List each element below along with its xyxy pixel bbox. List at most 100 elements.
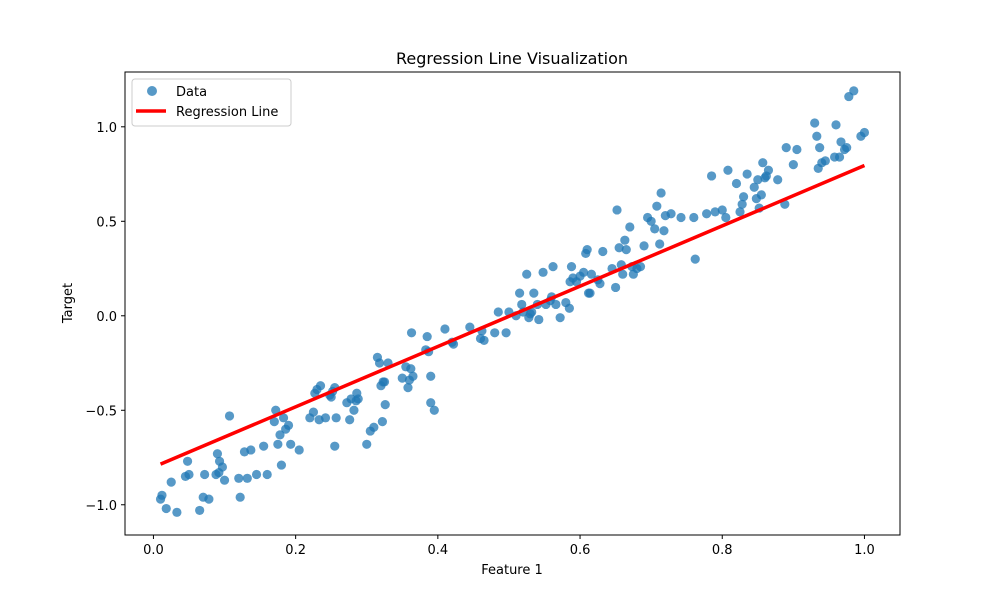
data-point (749, 182, 759, 192)
data-point (406, 364, 416, 374)
y-tick-label: 0.0 (96, 310, 117, 325)
data-point (286, 439, 296, 449)
x-axis-label: Feature 1 (481, 563, 543, 578)
data-point (362, 439, 372, 449)
data-point (666, 209, 676, 219)
data-point (763, 165, 774, 175)
data-point (534, 314, 544, 325)
data-point (538, 267, 548, 277)
data-point (721, 212, 731, 223)
data-point (320, 413, 331, 423)
data-point (735, 207, 745, 217)
data-point (738, 192, 749, 202)
data-point (246, 445, 256, 455)
data-point (345, 415, 355, 425)
chart-title: Regression Line Visualization (396, 49, 628, 68)
data-point (353, 394, 363, 404)
data-point (262, 469, 272, 480)
x-tick-label: 0.2 (285, 543, 306, 558)
data-point (219, 475, 230, 485)
data-point (204, 494, 214, 504)
data-point (234, 473, 244, 483)
data-point (598, 246, 608, 257)
data-point (369, 422, 379, 432)
data-point (426, 371, 436, 381)
data-point (501, 328, 511, 338)
data-point (564, 303, 574, 313)
data-point (406, 328, 417, 338)
data-point (242, 473, 252, 483)
data-point (773, 175, 783, 185)
data-point (515, 288, 525, 298)
axes-frame (124, 71, 901, 536)
data-point (792, 144, 802, 155)
data-point (529, 288, 539, 298)
data-point (618, 269, 628, 279)
data-point (490, 328, 500, 338)
data-point (812, 131, 822, 141)
data-point (702, 209, 712, 219)
data-point (212, 449, 223, 459)
y-tick-label: 1.0 (96, 121, 117, 136)
data-point (659, 226, 669, 236)
data-point (331, 413, 341, 423)
data-point (308, 407, 319, 417)
data-point (612, 205, 622, 215)
data-point (831, 120, 841, 130)
data-point (815, 142, 825, 153)
data-point (349, 405, 359, 415)
data-point (834, 152, 845, 162)
x-tick-label: 0.4 (428, 543, 449, 558)
data-point (586, 269, 597, 279)
data-point (646, 216, 656, 226)
data-point (582, 245, 592, 255)
data-point (172, 507, 182, 517)
x-tick-label: 0.8 (712, 543, 733, 558)
data-point (397, 373, 407, 383)
data-point (585, 288, 595, 298)
data-point (251, 469, 262, 480)
plot-area (155, 86, 870, 517)
data-point (620, 235, 630, 245)
data-point (635, 262, 646, 272)
data-point (440, 324, 450, 334)
data-point (294, 445, 304, 455)
legend-regression-label: Regression Line (176, 105, 278, 120)
data-point (555, 313, 565, 323)
data-point (315, 381, 326, 391)
data-point (836, 137, 846, 147)
data-point (595, 279, 605, 289)
data-point (377, 417, 387, 427)
data-point (166, 477, 176, 487)
x-tick-label: 0.6 (570, 543, 591, 558)
data-point (650, 224, 660, 234)
data-point (758, 158, 768, 168)
data-point (217, 462, 228, 472)
data-point (422, 331, 432, 342)
data-point (283, 420, 294, 430)
data-point (621, 245, 631, 255)
data-point (522, 269, 532, 279)
data-point (426, 398, 436, 408)
data-point (676, 212, 686, 223)
data-point (224, 411, 235, 421)
data-point (723, 165, 733, 175)
data-point (820, 156, 830, 166)
legend-data-label: Data (176, 85, 207, 100)
data-point (737, 199, 747, 209)
data-point (742, 169, 752, 179)
data-point (379, 377, 390, 387)
data-point (689, 212, 699, 223)
data-point (717, 205, 727, 215)
data-point (493, 307, 503, 317)
data-point (380, 400, 390, 410)
legend-box (131, 78, 292, 127)
data-point (810, 118, 820, 128)
data-point (527, 307, 537, 317)
y-tick-label: −1.0 (85, 499, 117, 514)
data-point (849, 86, 859, 96)
axis-ticks: 0.0 0.2 0.4 0.6 0.8 1.0 −1.0 −0.5 0.0 0.5 1.0 (85, 121, 874, 558)
data-point (276, 460, 287, 470)
data-point (157, 490, 167, 500)
